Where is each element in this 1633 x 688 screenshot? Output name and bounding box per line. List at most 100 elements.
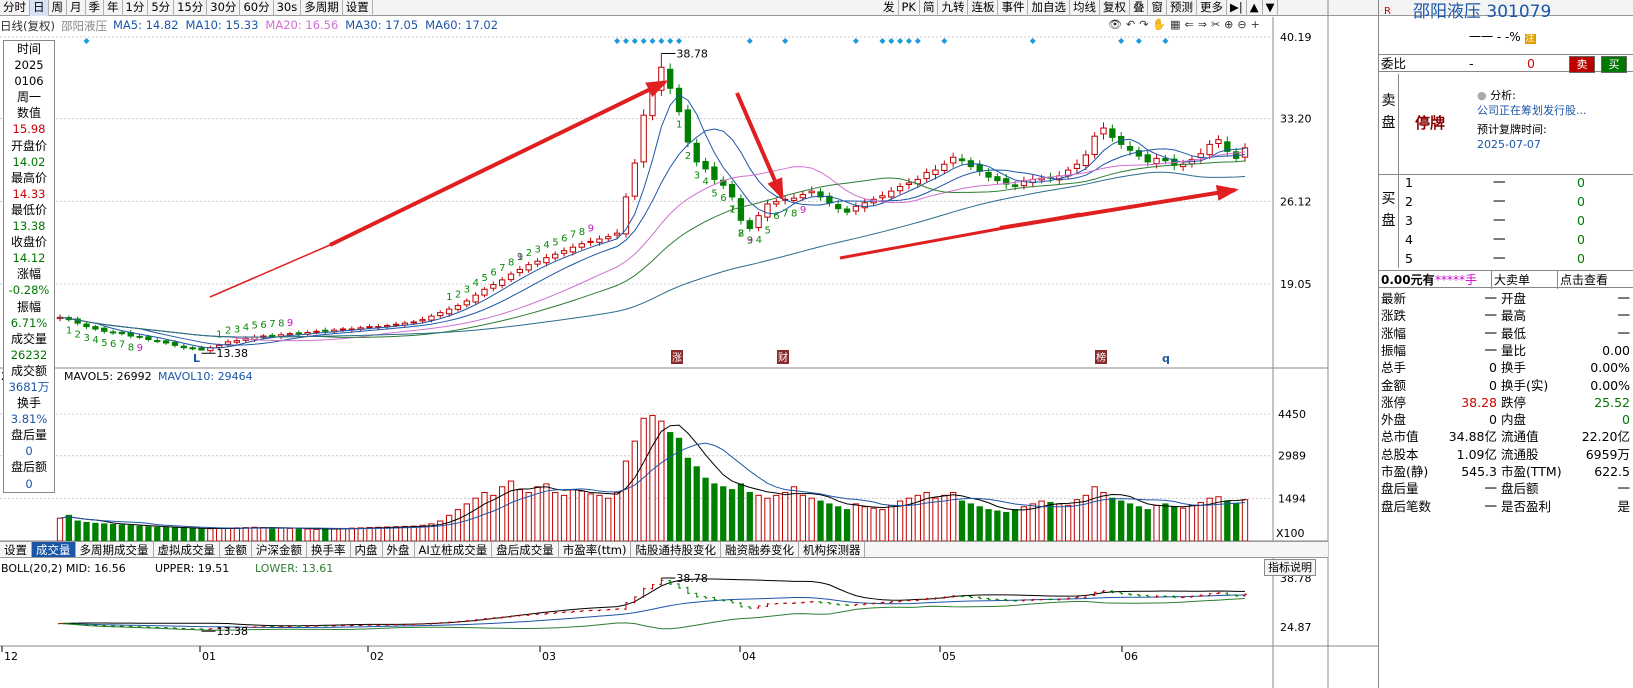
nine-turn-2-1: 2 (455, 289, 461, 300)
event-label-2[interactable]: 榜 (1096, 351, 1106, 364)
nav-last-icon[interactable]: ▶| (1227, 0, 1247, 16)
indicator-tab-0[interactable]: 设置 (0, 542, 32, 557)
period-7[interactable]: 5分 (148, 0, 175, 16)
candle-body-48 (481, 288, 488, 296)
indicator-tab-11[interactable]: 市盈率(ttm) (559, 542, 632, 557)
help-button[interactable]: 指标说明 (1264, 559, 1316, 576)
period-0[interactable]: 分时 (0, 0, 30, 16)
tool-11[interactable]: 预测 (1167, 0, 1197, 16)
period-10[interactable]: 60分 (240, 0, 274, 16)
indicator-tab-2[interactable]: 多周期成交量 (76, 542, 154, 557)
event-label-0[interactable]: 涨 (672, 352, 682, 364)
indicator-tab-7[interactable]: 内盘 (351, 542, 383, 557)
tool-8[interactable]: 复权 (1100, 0, 1130, 16)
vol-bar-107 (1003, 511, 1010, 542)
sell-button[interactable]: 卖 (1569, 56, 1595, 73)
indicator-tab-10[interactable]: 盘后成交量 (492, 542, 559, 557)
indicator-tab-8[interactable]: 外盘 (383, 542, 415, 557)
nine-turn-5-7: 8 (791, 208, 797, 219)
vol-bar-56 (552, 491, 559, 542)
period-3[interactable]: 月 (67, 0, 86, 16)
arrow-left-icon[interactable]: ⇐ (1184, 18, 1194, 31)
buy-button[interactable]: 买 (1601, 56, 1627, 73)
candle-body-76 (728, 184, 736, 198)
scissors-icon[interactable]: ✂ (1210, 18, 1221, 31)
indicator-tab-14[interactable]: 机构探测器 (799, 542, 866, 557)
vol-bar-48 (481, 491, 488, 542)
info-value-8: -0.28% (8, 283, 50, 298)
candle-body-55 (543, 257, 550, 264)
period-6[interactable]: 1分 (123, 0, 149, 16)
arrow-right-icon[interactable]: ⇒ (1197, 18, 1207, 31)
buy-side-label: 买盘 (1379, 174, 1399, 268)
vol-bar-3 (83, 521, 90, 542)
tool-10[interactable]: 窗 (1148, 0, 1167, 16)
price-tick-1: 33.20 (1280, 113, 1312, 126)
vol-bar-22 (251, 526, 258, 542)
indicator-tab-1[interactable]: 成交量 (32, 542, 76, 557)
info-label-4: 开盘价 (10, 138, 47, 153)
eye-icon[interactable]: 👁 (1108, 18, 1122, 31)
indicator-tab-13[interactable]: 融资融券变化 (721, 542, 799, 557)
indicator-tab-12[interactable]: 陆股通持股变化 (631, 542, 721, 557)
event-label-1[interactable]: 财 (778, 351, 788, 364)
period-12[interactable]: 多周期 (301, 0, 343, 16)
tool-1[interactable]: PK (899, 0, 920, 16)
candle-body-85 (808, 190, 815, 194)
candle-body-104 (976, 164, 983, 172)
tool-9[interactable]: 叠 (1130, 0, 1149, 16)
tool-3[interactable]: 九转 (938, 0, 969, 16)
diamond-20 (1135, 38, 1142, 44)
add-icon[interactable]: + (1250, 18, 1260, 31)
period-11[interactable]: 30s (274, 0, 302, 16)
period-13[interactable]: 设置 (343, 0, 373, 16)
period-9[interactable]: 30分 (207, 0, 241, 16)
candle-body-63 (613, 232, 621, 236)
weibi-row: 委比 - 0 卖 买 (1379, 54, 1633, 73)
vol-bar-31 (330, 528, 338, 542)
nav-down-icon[interactable]: ▼ (1263, 0, 1279, 16)
candle-body-50 (499, 279, 506, 286)
tool-5[interactable]: 事件 (998, 0, 1029, 16)
indicator-tab-5[interactable]: 沪深金额 (252, 542, 307, 557)
indicator-tab-9[interactable]: AI立桩成交量 (415, 542, 493, 557)
tool-12[interactable]: 更多 (1197, 0, 1227, 16)
candle-body-77 (737, 198, 745, 221)
period-1[interactable]: 日 (30, 0, 49, 16)
redo-icon[interactable]: ↷ (1139, 18, 1149, 31)
period-4[interactable]: 季 (86, 0, 104, 16)
tool-0[interactable]: 发 (880, 0, 899, 16)
candle-body-64 (622, 196, 630, 235)
candle-body-53 (525, 264, 532, 271)
hand-icon[interactable]: ✋ (1152, 18, 1167, 31)
nine-turn-3-5: 6 (561, 233, 567, 244)
nine-turn-4-4: 5 (711, 188, 717, 199)
zoom-out-icon[interactable]: ⊖ (1237, 18, 1247, 31)
indicator-tab-4[interactable]: 金额 (220, 542, 252, 557)
vol-bar-78 (746, 491, 753, 542)
candle-body-62 (605, 236, 612, 240)
tool-2[interactable]: 简 (920, 0, 939, 16)
indicator-tab-6[interactable]: 换手率 (307, 542, 351, 557)
candle-body-69 (667, 68, 674, 89)
vol-bar-21 (242, 527, 249, 542)
zoom-in-icon[interactable]: ⊕ (1224, 18, 1234, 31)
diamond-16 (914, 38, 921, 44)
period-2[interactable]: 周 (49, 0, 67, 16)
candle-body-73 (702, 160, 709, 170)
tool-6[interactable]: 加自选 (1028, 0, 1070, 16)
layout-icon[interactable]: ▦ (1170, 18, 1181, 31)
nine-turn-1-5: 6 (260, 320, 266, 331)
tool-7[interactable]: 均线 (1070, 0, 1100, 16)
undo-icon[interactable]: ↶ (1125, 18, 1136, 31)
candle-body-108 (1011, 184, 1019, 187)
trend-arrowhead-0 (645, 80, 669, 98)
period-5[interactable]: 年 (104, 0, 123, 16)
tool-4[interactable]: 连板 (968, 0, 999, 16)
period-8[interactable]: 15分 (174, 0, 208, 16)
indicator-tab-3[interactable]: 虚拟成交量 (154, 542, 220, 557)
candle-body-80 (764, 203, 771, 218)
nav-up-icon[interactable]: ▲ (1247, 0, 1263, 16)
info-label-11: 成交额 (10, 363, 47, 378)
vol-bar-51 (507, 480, 515, 542)
